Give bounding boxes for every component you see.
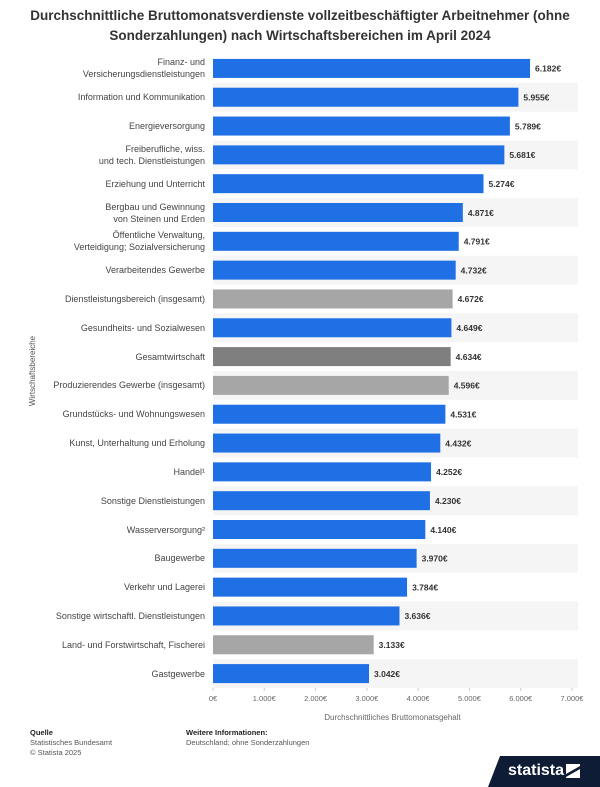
bar xyxy=(213,116,510,136)
bar xyxy=(213,577,408,597)
value-label: 3.636€ xyxy=(404,611,430,621)
bar xyxy=(213,260,456,280)
value-label: 3.042€ xyxy=(374,669,400,679)
value-label: 6.182€ xyxy=(535,64,561,74)
value-label: 4.596€ xyxy=(454,381,480,391)
value-label: 5.274€ xyxy=(488,179,514,189)
y-axis-label: Wirtschaftsbereiche xyxy=(28,335,37,406)
x-tick-label: 7.000€ xyxy=(561,694,585,703)
bar xyxy=(213,548,417,568)
value-label: 3.970€ xyxy=(422,554,448,564)
bar xyxy=(213,289,453,309)
bar xyxy=(213,375,449,395)
value-label: 4.432€ xyxy=(445,438,471,448)
bar xyxy=(213,635,374,655)
bar xyxy=(213,203,463,222)
copyright: © Statista 2025 xyxy=(30,748,82,757)
category-label: Grundstücks- und Wohnungswesen xyxy=(62,409,205,420)
logo-icon-stripe xyxy=(566,766,580,777)
category-label: Land- und Forstwirtschaft, Fischerei xyxy=(61,639,205,650)
category-label: Finanz- und Versicherungsdienstleistunge… xyxy=(82,57,205,80)
bar xyxy=(213,174,484,194)
x-tick-label: 6.000€ xyxy=(509,694,533,703)
x-tick-label: 1.000€ xyxy=(253,694,277,703)
value-label: 5.681€ xyxy=(509,150,535,160)
category-label: Verkehr und Lagerei xyxy=(123,582,205,593)
value-label: 5.955€ xyxy=(523,92,549,102)
category-label: Gesamtwirtschaft xyxy=(135,351,205,362)
category-label: Freiberufliche, wiss. und tech. Dienstle… xyxy=(98,143,205,166)
value-label: 5.789€ xyxy=(515,121,541,131)
category-label: Baugewerbe xyxy=(154,553,205,564)
bar xyxy=(213,87,519,107)
x-axis-label: Durchschnittliches Bruttomonatsgehalt xyxy=(324,713,461,722)
x-tick-label: 0€ xyxy=(209,694,218,703)
bar xyxy=(213,520,426,539)
source: Statistisches Bundesamt xyxy=(30,738,113,747)
value-label: 4.230€ xyxy=(435,496,461,506)
info-heading: Weitere Informationen: xyxy=(186,728,268,737)
category-label: Energieversorgung xyxy=(128,121,205,132)
value-label: 3.133€ xyxy=(379,640,405,650)
value-label: 4.252€ xyxy=(436,467,462,477)
bar xyxy=(213,347,451,367)
value-label: 4.672€ xyxy=(458,294,484,304)
bar xyxy=(213,404,446,424)
category-label: Bergbau und Gewinnung von Steinen und Er… xyxy=(105,201,205,224)
logo-text: statista xyxy=(508,762,564,779)
info: Deutschland; ohne Sonderzahlungen xyxy=(186,738,310,747)
value-label: 4.791€ xyxy=(464,237,490,247)
x-tick-label: 2.000€ xyxy=(304,694,328,703)
bar xyxy=(213,145,505,165)
info-block: Weitere Informationen: Deutschland; ohne… xyxy=(186,728,309,748)
bar xyxy=(213,58,531,78)
category-label: Sonstige Dienstleistungen xyxy=(100,495,205,506)
category-label: Handel¹ xyxy=(173,466,205,477)
category-label: Wasserversorgung² xyxy=(126,524,205,535)
x-tick-label: 5.000€ xyxy=(458,694,482,703)
category-label: Sonstige wirtschaftl. Dienstleistungen xyxy=(55,610,205,621)
source-block: Quelle Statistisches Bundesamt © Statist… xyxy=(30,728,112,758)
category-label: Kunst, Unterhaltung und Erholung xyxy=(69,438,205,449)
category-label: Gastgewerbe xyxy=(151,668,205,679)
bar xyxy=(213,318,452,338)
value-label: 3.784€ xyxy=(412,582,438,592)
chart-title: Durchschnittliche Bruttomonatsverdienste… xyxy=(30,8,570,43)
value-label: 4.140€ xyxy=(430,525,456,535)
bar xyxy=(213,664,370,684)
x-tick-label: 3.000€ xyxy=(355,694,379,703)
value-label: 4.871€ xyxy=(468,208,494,218)
category-label: Gesundheits- und Sozialwesen xyxy=(80,322,205,333)
bar xyxy=(213,491,430,511)
value-label: 4.649€ xyxy=(456,323,482,333)
category-label: Erziehung und Unterricht xyxy=(105,178,205,189)
value-label: 4.634€ xyxy=(456,352,482,362)
x-tick-label: 4.000€ xyxy=(407,694,431,703)
category-label: Dienstleistungsbereich (insgesamt) xyxy=(64,293,205,304)
category-label: Information und Kommunikation xyxy=(77,92,205,103)
bar xyxy=(213,433,441,453)
source-heading: Quelle xyxy=(30,728,53,737)
value-label: 4.531€ xyxy=(450,409,476,419)
logo-band xyxy=(488,756,600,787)
category-label: Verarbeitendes Gewerbe xyxy=(105,265,205,276)
category-label: Produzierendes Gewerbe (insgesamt) xyxy=(53,380,205,391)
category-label: Öffentliche Verwaltung, Verteidigung; So… xyxy=(73,230,205,253)
value-label: 4.732€ xyxy=(461,265,487,275)
bar xyxy=(213,462,432,482)
bar xyxy=(213,231,459,251)
bar xyxy=(213,606,400,626)
